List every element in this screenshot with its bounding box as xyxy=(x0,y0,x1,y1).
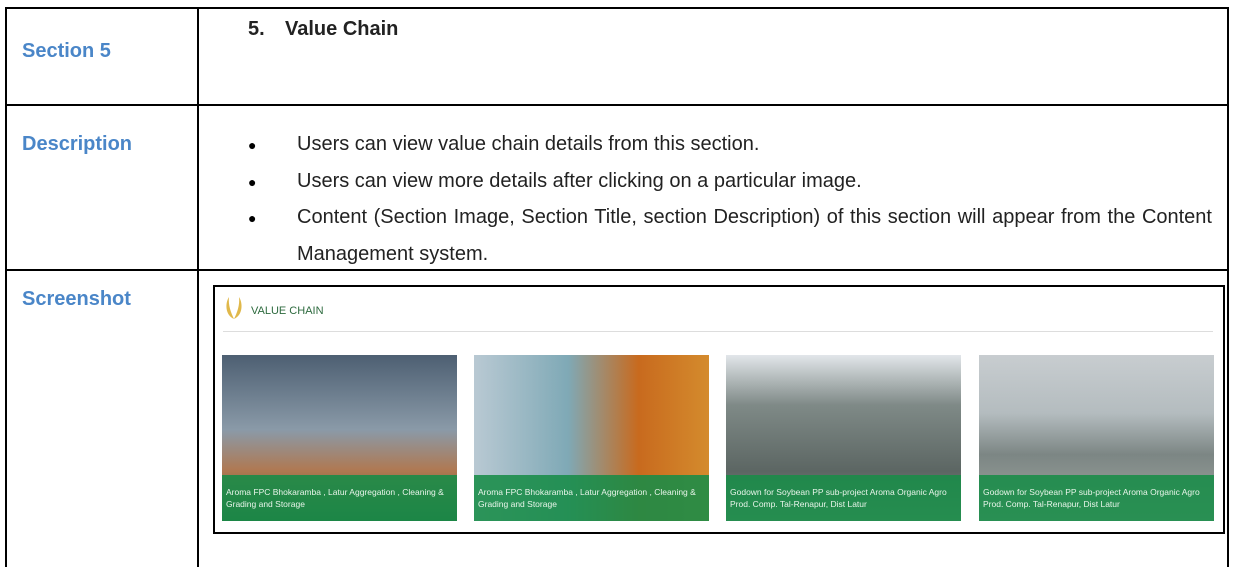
bullet-text: Users can view more details after clicki… xyxy=(297,170,862,192)
bullet-text: Users can view value chain details from … xyxy=(297,133,760,155)
image-card[interactable]: Aroma FPC Bhokaramba , Latur Aggregation… xyxy=(474,355,709,521)
row-label: Screenshot xyxy=(22,288,131,310)
image-card[interactable]: Aroma FPC Bhokaramba , Latur Aggregation… xyxy=(222,355,457,521)
border xyxy=(5,7,7,567)
logo xyxy=(226,297,242,319)
bullet-text: Content (Section Image, Section Title, s… xyxy=(297,206,1212,265)
card-caption: Godown for Soybean PP sub-project Aroma … xyxy=(979,475,1214,521)
image-card[interactable]: Godown for Soybean PP sub-project Aroma … xyxy=(979,355,1214,521)
screenshot-heading: VALUE CHAIN xyxy=(251,305,324,317)
divider xyxy=(223,331,1213,332)
section-title: Value Chain xyxy=(285,18,399,40)
row-label: Section 5 xyxy=(22,40,111,62)
border xyxy=(5,7,1229,9)
section-number: 5. xyxy=(248,18,265,40)
bullet: ● xyxy=(248,137,257,153)
bullet: ● xyxy=(248,210,257,226)
border xyxy=(1227,7,1229,567)
card-caption: Godown for Soybean PP sub-project Aroma … xyxy=(726,475,961,521)
row-label: Description xyxy=(22,133,133,155)
screenshot: VALUE CHAIN Aroma FPC Bhokaramba , Latur… xyxy=(213,285,1225,534)
card-caption: Aroma FPC Bhokaramba , Latur Aggregation… xyxy=(222,475,457,521)
image-card[interactable]: Godown for Soybean PP sub-project Aroma … xyxy=(726,355,961,521)
row-divider xyxy=(5,104,1229,106)
bullet: ● xyxy=(248,174,257,190)
row-divider xyxy=(5,269,1229,271)
card-caption: Aroma FPC Bhokaramba , Latur Aggregation… xyxy=(474,475,709,521)
column-divider xyxy=(197,7,199,567)
